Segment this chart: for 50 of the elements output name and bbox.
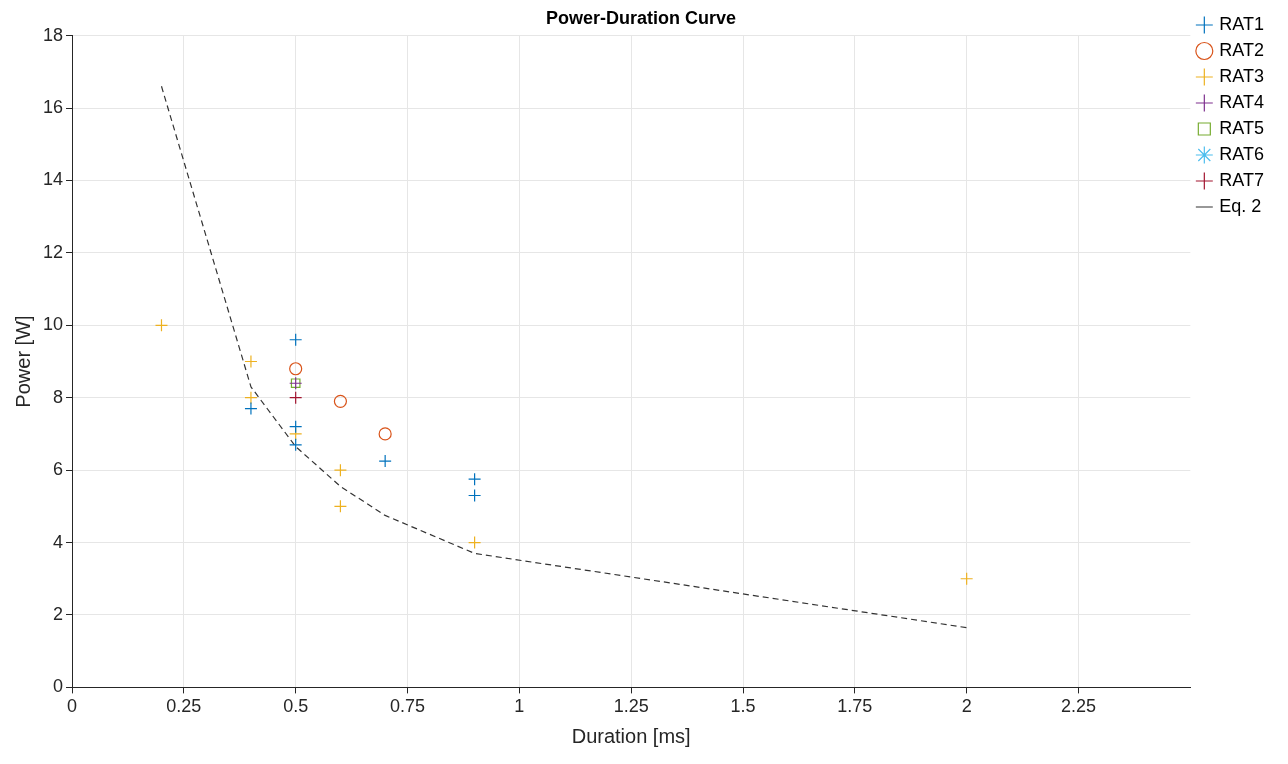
legend-label: RAT5	[1219, 117, 1265, 138]
line-series	[160, 85, 968, 629]
point	[960, 572, 974, 586]
point	[378, 427, 392, 441]
point	[333, 499, 348, 513]
y-tick-label: 10	[42, 314, 64, 335]
legend-label: RAT7	[1219, 169, 1265, 190]
point	[289, 438, 303, 452]
y-tick-label: 14	[42, 169, 64, 190]
point	[333, 394, 348, 408]
y-axis-title: Power [W]	[11, 315, 34, 408]
y-tick-label: 16	[42, 96, 64, 117]
point	[244, 401, 258, 416]
point	[468, 535, 482, 550]
x-tick-label: 0.5	[283, 696, 309, 717]
legend-label: RAT2	[1219, 39, 1265, 60]
point	[244, 354, 258, 369]
point	[378, 454, 392, 468]
point	[289, 420, 303, 434]
x-tick-label: 1.75	[837, 696, 873, 717]
y-tick-label: 8	[53, 386, 64, 407]
point	[289, 391, 303, 405]
point	[154, 318, 169, 332]
y-tick-label: 12	[42, 241, 64, 262]
point	[333, 463, 348, 477]
legend-label: RAT4	[1219, 91, 1265, 112]
y-tick-label: 0	[53, 676, 64, 697]
y-tick-label: 18	[42, 24, 64, 45]
legend-label: RAT1	[1219, 13, 1265, 34]
y-tick-label: 6	[53, 459, 64, 480]
point	[244, 391, 258, 405]
x-tick-label: 2	[961, 696, 972, 717]
x-tick-label: 0.25	[166, 696, 202, 717]
point	[468, 472, 482, 486]
x-tick-label: 1.25	[613, 696, 649, 717]
x-axis-title: Duration [ms]	[571, 724, 691, 747]
point	[468, 488, 482, 503]
legend-label: RAT6	[1219, 143, 1265, 164]
chart-title: Power-Duration Curve	[545, 7, 737, 28]
x-tick-label: 1.5	[730, 696, 756, 717]
point	[289, 362, 303, 376]
x-tick-label: 0	[67, 696, 78, 717]
x-tick-label: 1	[514, 696, 525, 717]
legend-label: RAT3	[1219, 65, 1265, 86]
x-tick-label: 2.25	[1060, 696, 1097, 717]
y-tick-label: 2	[53, 603, 64, 624]
point	[289, 333, 303, 347]
legend-label: Eq. 2	[1219, 195, 1262, 216]
y-tick-label: 4	[53, 531, 64, 552]
x-tick-label: 0.75	[389, 696, 426, 717]
